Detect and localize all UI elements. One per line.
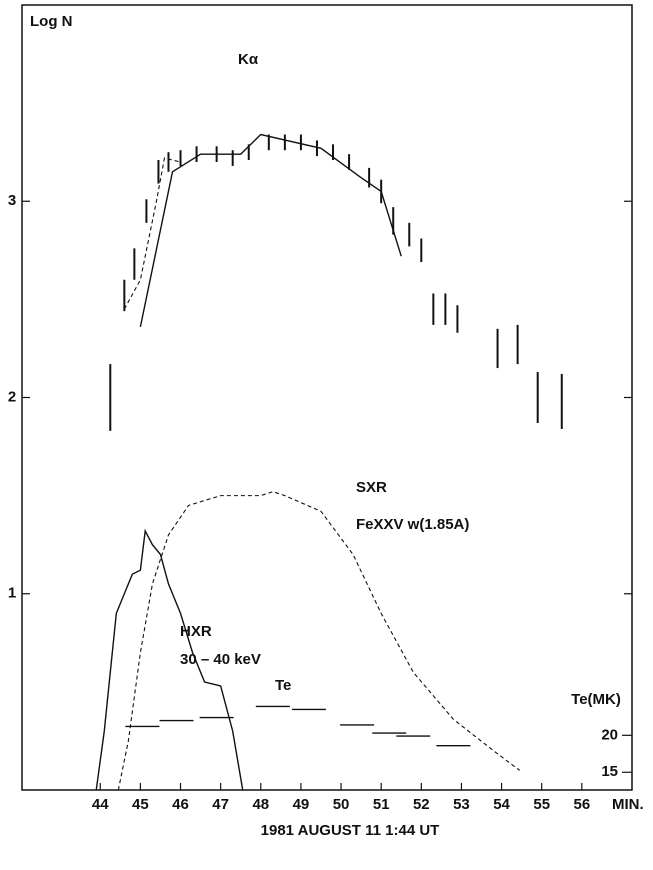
x-tick-label: 54 <box>493 796 510 813</box>
x-tick-label: 45 <box>132 796 149 813</box>
annotation: FeXXV w(1.85A) <box>356 516 469 533</box>
y-axis-label: Log N <box>30 13 73 30</box>
line <box>139 133 402 327</box>
y2-tick-label: 15 <box>601 763 618 780</box>
series-label: Kα <box>238 51 259 68</box>
x-tick-label: 53 <box>453 796 470 813</box>
line <box>123 157 181 310</box>
annotation: 30 – 40 keV <box>180 651 261 668</box>
line <box>95 528 244 791</box>
x-tick-label: 47 <box>212 796 229 813</box>
frame <box>21 4 633 791</box>
x-tick-label: 50 <box>333 796 350 813</box>
x-tick-label: 52 <box>413 796 430 813</box>
x-tick-label: 51 <box>373 796 390 813</box>
x-tick-label: 46 <box>172 796 189 813</box>
series-label: SXR <box>356 479 387 496</box>
y2-tick-label: 20 <box>601 726 618 743</box>
series-label: HXR <box>180 623 212 640</box>
y2-axis-label: Te(MK) <box>571 691 621 708</box>
y-tick-label: 3 <box>8 192 16 209</box>
x-tick-label: 55 <box>533 796 550 813</box>
line <box>117 491 520 791</box>
x-axis-label: 1981 AUGUST 11 1:44 UT <box>261 822 440 839</box>
x-tick-label: 44 <box>92 796 109 813</box>
x-unit: MIN. <box>612 796 644 813</box>
y-tick-label: 1 <box>8 585 16 602</box>
x-tick-label: 49 <box>293 796 310 813</box>
x-tick-label: 56 <box>573 796 590 813</box>
x-tick-label: 48 <box>252 796 269 813</box>
series-label: Te <box>275 677 291 694</box>
y-tick-label: 2 <box>8 388 16 405</box>
